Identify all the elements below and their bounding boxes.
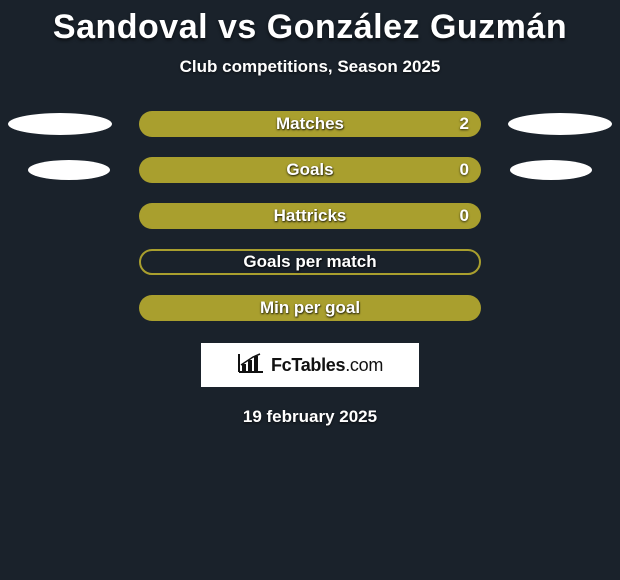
left-value-ellipse (8, 113, 112, 135)
stat-row-min-per-goal: Min per goal (0, 295, 620, 321)
stat-label: Matches (139, 114, 481, 134)
stat-bar: Goals 0 (139, 157, 481, 183)
stat-value: 0 (460, 160, 469, 180)
bar-chart-icon (237, 352, 265, 379)
stat-bar: Min per goal (139, 295, 481, 321)
right-value-ellipse (508, 113, 612, 135)
stat-label: Min per goal (139, 298, 481, 318)
stat-row-hattricks: Hattricks 0 (0, 203, 620, 229)
logo-suffix: .com (345, 355, 383, 375)
stats-card: Sandoval vs González Guzmán Club competi… (0, 0, 620, 427)
stat-bar: Goals per match (139, 249, 481, 275)
stat-value: 0 (460, 206, 469, 226)
stat-bar: Matches 2 (139, 111, 481, 137)
stat-row-matches: Matches 2 (0, 111, 620, 137)
logo-text: FcTables.com (271, 355, 383, 376)
left-value-ellipse (28, 160, 110, 180)
page-subtitle: Club competitions, Season 2025 (180, 57, 441, 77)
stat-value: 2 (460, 114, 469, 134)
logo-box[interactable]: FcTables.com (201, 343, 419, 387)
stat-label: Hattricks (139, 206, 481, 226)
logo-main: FcTables (271, 355, 345, 375)
right-value-ellipse (510, 160, 592, 180)
stat-row-goals-per-match: Goals per match (0, 249, 620, 275)
page-title: Sandoval vs González Guzmán (53, 8, 567, 47)
footer-date: 19 february 2025 (243, 407, 377, 427)
stat-bar: Hattricks 0 (139, 203, 481, 229)
stat-rows: Matches 2 Goals 0 Hattricks 0 Goals per … (0, 111, 620, 321)
stat-label: Goals (139, 160, 481, 180)
stat-row-goals: Goals 0 (0, 157, 620, 183)
stat-label: Goals per match (141, 252, 479, 272)
